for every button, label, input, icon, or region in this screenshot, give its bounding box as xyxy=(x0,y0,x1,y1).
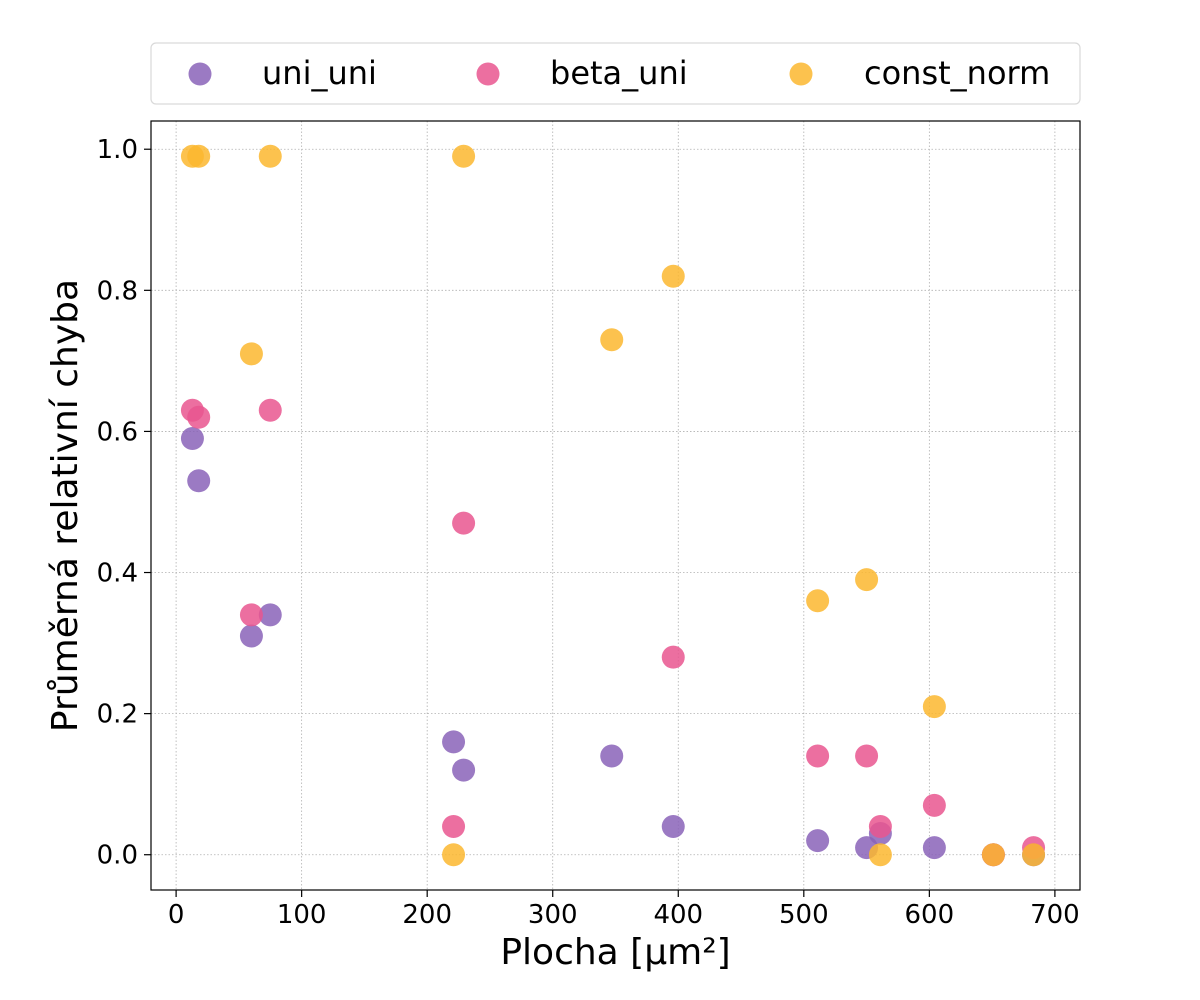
point-uni-uni xyxy=(600,744,624,768)
y-tick-label: 0.6 xyxy=(97,417,138,447)
point-beta-uni xyxy=(855,744,879,768)
point-const-norm xyxy=(442,843,466,867)
y-tick-label: 0.2 xyxy=(97,700,138,730)
x-tick-label: 200 xyxy=(402,900,452,930)
point-beta-uni xyxy=(258,398,282,422)
point-const-norm xyxy=(922,695,946,719)
point-const-norm xyxy=(258,144,282,168)
point-const-norm xyxy=(868,843,892,867)
axis-ticks: 0 100 200 300 400 500 600 700 0.0 0.2 0.4 0.6 0.8 1.0 xyxy=(97,135,1080,930)
data-points xyxy=(180,144,1046,867)
point-beta-uni xyxy=(187,405,211,429)
point-beta-uni xyxy=(922,793,946,817)
point-const-norm xyxy=(855,568,879,592)
legend-label-uni-uni: uni_uni xyxy=(262,54,377,92)
y-tick-label: 1.0 xyxy=(97,135,138,165)
point-const-norm xyxy=(1022,843,1046,867)
point-uni-uni xyxy=(661,815,685,839)
point-const-norm xyxy=(806,589,830,613)
point-const-norm xyxy=(239,342,263,366)
x-tick-label: 500 xyxy=(779,900,829,930)
point-beta-uni xyxy=(661,645,685,669)
x-tick-label: 700 xyxy=(1030,900,1080,930)
point-beta-uni xyxy=(806,744,830,768)
legend-box xyxy=(150,42,1081,105)
x-tick-label: 100 xyxy=(277,900,327,930)
legend: uni_uni beta_uni const_norm xyxy=(150,42,1081,105)
legend-marker-beta-uni xyxy=(476,62,500,86)
legend-label-beta-uni: beta_uni xyxy=(550,54,688,92)
grid-lines xyxy=(151,121,1080,890)
point-uni-uni xyxy=(258,603,282,627)
x-tick-label: 300 xyxy=(528,900,578,930)
point-beta-uni xyxy=(442,815,466,839)
point-uni-uni xyxy=(239,624,263,648)
y-tick-label: 0.0 xyxy=(97,841,138,871)
point-uni-uni xyxy=(180,426,204,450)
point-uni-uni xyxy=(922,836,946,860)
point-beta-uni xyxy=(868,815,892,839)
point-const-norm xyxy=(187,144,211,168)
point-const-norm xyxy=(600,328,624,352)
y-tick-label: 0.4 xyxy=(97,559,138,589)
legend-marker-const-norm xyxy=(789,62,813,86)
x-tick-label: 600 xyxy=(905,900,955,930)
x-tick-label: 400 xyxy=(653,900,703,930)
point-uni-uni xyxy=(442,730,466,754)
point-const-norm xyxy=(452,144,476,168)
point-uni-uni xyxy=(806,829,830,853)
y-axis-title: Průměrná relativní chyba xyxy=(45,279,86,732)
legend-marker-uni-uni xyxy=(188,62,212,86)
y-tick-label: 0.8 xyxy=(97,276,138,306)
plot-frame xyxy=(150,120,1081,891)
point-const-norm xyxy=(981,843,1005,867)
point-beta-uni xyxy=(452,511,476,535)
x-tick-label: 0 xyxy=(168,900,185,930)
point-beta-uni xyxy=(239,603,263,627)
point-uni-uni xyxy=(187,469,211,493)
legend-label-const-norm: const_norm xyxy=(864,54,1050,92)
point-const-norm xyxy=(661,264,685,288)
x-axis-title: Plocha [µm²] xyxy=(500,932,730,973)
point-uni-uni xyxy=(452,758,476,782)
